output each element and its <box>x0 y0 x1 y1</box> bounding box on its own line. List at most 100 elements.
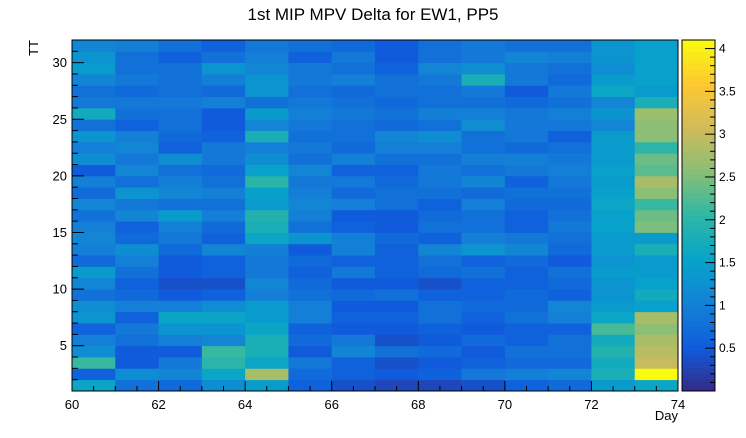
colorbar-band <box>682 326 715 333</box>
heatmap-cell <box>504 96 549 109</box>
heatmap-cell <box>331 266 376 279</box>
heatmap-cell <box>158 300 203 313</box>
heatmap-cell <box>634 357 679 369</box>
heatmap-cell <box>288 232 333 245</box>
heatmap-cell <box>201 62 246 75</box>
colorbar-frame <box>681 39 716 392</box>
heatmap-cell <box>158 187 203 199</box>
heatmap-cell <box>72 73 116 86</box>
colorbar-band <box>682 162 715 170</box>
heatmap-cell <box>245 300 289 313</box>
heatmap-cell <box>418 243 462 256</box>
heatmap-cell <box>115 345 159 358</box>
heatmap-cell <box>418 119 462 131</box>
heatmap-cell <box>591 141 636 154</box>
heatmap-cell <box>634 289 679 301</box>
heatmap-cell <box>331 73 376 86</box>
heatmap-cell <box>548 130 592 143</box>
heatmap-cell <box>548 175 592 188</box>
colorbar-tick-label: 2 <box>719 213 726 227</box>
heatmap-cell <box>72 198 116 211</box>
heatmap-cell <box>634 107 679 120</box>
heatmap-cell <box>245 289 289 301</box>
heatmap-cell <box>288 266 333 279</box>
heatmap-cell <box>331 187 376 199</box>
heatmap-cell <box>634 255 679 267</box>
heatmap-cell <box>504 107 549 120</box>
heatmap-cell <box>245 164 289 177</box>
heatmap-cell <box>72 51 116 64</box>
heatmap-cell <box>504 345 549 358</box>
heatmap-cell <box>288 153 333 165</box>
heatmap-cell <box>72 255 116 267</box>
heatmap-cell <box>461 323 506 335</box>
heatmap-cell <box>504 266 549 279</box>
heatmap-cell <box>288 85 333 98</box>
heatmap-cell <box>418 130 462 143</box>
heatmap-cell <box>288 187 333 199</box>
heatmap-cell <box>548 334 592 347</box>
heatmap-cell <box>461 379 506 392</box>
heatmap-cell <box>375 96 419 109</box>
y-tick-label: 20 <box>53 168 67 183</box>
heatmap-cell <box>418 73 462 86</box>
heatmap-cell <box>288 323 333 335</box>
heatmap-cell <box>72 119 116 131</box>
heatmap-cell <box>201 85 246 98</box>
heatmap-cell <box>634 119 679 131</box>
heatmap-cell <box>201 107 246 120</box>
heatmap-cell <box>375 141 419 154</box>
heatmap-cell <box>158 119 203 131</box>
heatmap-cell <box>331 175 376 188</box>
heatmap-cell <box>115 107 159 120</box>
heatmap-cell <box>634 323 679 335</box>
heatmap-cell <box>634 62 679 75</box>
heatmap-cell <box>115 289 159 301</box>
heatmap-cell <box>158 51 203 64</box>
heatmap-cell <box>461 221 506 233</box>
heatmap-cell <box>331 323 376 335</box>
colorbar-band <box>682 57 715 64</box>
heatmap-cell <box>591 130 636 143</box>
heatmap-cell <box>418 379 462 392</box>
heatmap-cell <box>245 40 289 52</box>
heatmap-cell <box>461 85 506 98</box>
heatmap-cell <box>418 334 462 347</box>
heatmap-cell <box>504 334 549 347</box>
heatmap-cell <box>591 255 636 267</box>
heatmap-cell <box>115 73 159 86</box>
heatmap-cell <box>375 73 419 86</box>
heatmap-cell <box>548 243 592 256</box>
heatmap-cell <box>158 255 203 267</box>
y-tick-label: 25 <box>53 112 67 127</box>
heatmap-cell <box>72 357 116 369</box>
heatmap-cell <box>331 311 376 324</box>
colorbar-band <box>682 92 715 99</box>
heatmap-cell <box>288 119 333 131</box>
colorbar-tick-label: 3 <box>719 127 726 141</box>
heatmap-cell <box>158 357 203 369</box>
heatmap-cell <box>591 73 636 86</box>
colorbar-band <box>682 303 715 310</box>
heatmap-cell <box>72 175 116 188</box>
colorbar-band <box>682 86 715 94</box>
heatmap-cell <box>201 141 246 154</box>
heatmap-cell <box>158 311 203 324</box>
heatmap-cell <box>418 85 462 98</box>
colorbar-band <box>682 279 715 287</box>
heatmap-cell <box>461 345 506 358</box>
colorbar-tick-label: 3.5 <box>719 84 736 98</box>
heatmap-cell <box>288 62 333 75</box>
y-axis-label: TT <box>26 40 41 56</box>
colorbar-band <box>682 385 715 392</box>
heatmap-cell <box>504 62 549 75</box>
heatmap-cell <box>634 232 679 245</box>
colorbar-band <box>682 367 715 374</box>
heatmap-cell <box>201 40 246 52</box>
colorbar-band <box>682 75 715 82</box>
heatmap-cell <box>245 357 289 369</box>
heatmap-cell <box>591 51 636 64</box>
heatmap-cell <box>504 277 549 290</box>
heatmap-cell <box>115 379 159 392</box>
